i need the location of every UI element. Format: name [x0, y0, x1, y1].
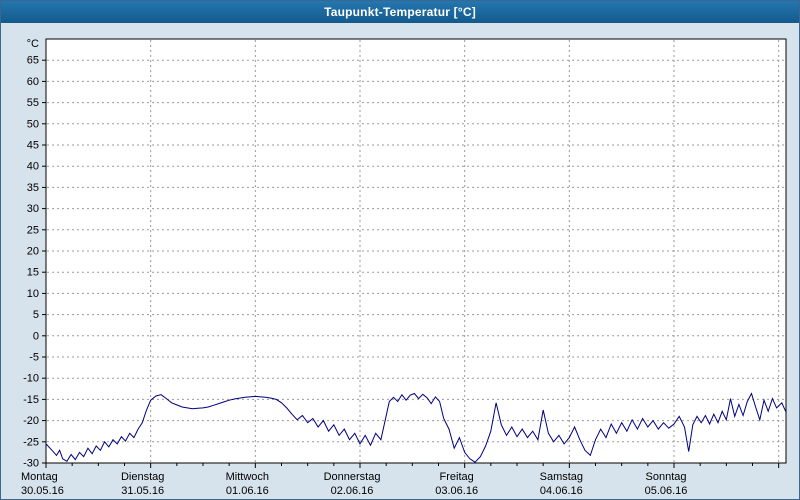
x-axis-date-label: 31.05.16	[121, 485, 164, 497]
y-axis-tick-label: -10	[23, 373, 39, 385]
x-axis-day-label: Freitag	[440, 471, 474, 483]
y-axis-tick-label: 35	[27, 182, 39, 194]
x-axis-day-label: Dienstag	[121, 471, 164, 483]
temperature-series-line	[45, 392, 787, 463]
y-axis-tick-label: -25	[23, 436, 39, 448]
x-axis-day-label: Montag	[21, 471, 58, 483]
axis-labels: 65605550454035302520151050-5-10-15-20-25…	[21, 38, 687, 497]
x-axis-day-label: Mittwoch	[226, 471, 269, 483]
x-axis-day-label: Sonntag	[646, 471, 687, 483]
y-axis-tick-label: -30	[23, 458, 39, 470]
y-axis-tick-label: 30	[27, 203, 39, 215]
x-axis-day-label: Samstag	[540, 471, 583, 483]
x-axis-day-label: Donnerstag	[324, 471, 381, 483]
y-axis-tick-label: 50	[27, 118, 39, 130]
x-axis-date-label: 03.06.16	[435, 485, 478, 497]
y-axis-tick-label: 5	[33, 309, 39, 321]
window-titlebar: Taupunkt-Temperatur [°C]	[1, 1, 799, 23]
gridlines	[47, 40, 785, 462]
y-axis-tick-label: 25	[27, 224, 39, 236]
window-title: Taupunkt-Temperatur [°C]	[324, 5, 476, 19]
axes	[42, 59, 780, 468]
x-axis-date-label: 02.06.16	[331, 485, 374, 497]
dewpoint-temperature-chart: 65605550454035302520151050-5-10-15-20-25…	[21, 38, 787, 497]
y-axis-tick-label: 0	[33, 330, 39, 342]
y-axis-tick-label: 65	[27, 55, 39, 67]
y-axis-tick-label: -15	[23, 394, 39, 406]
y-axis-tick-label: 55	[27, 97, 39, 109]
y-axis-tick-label: 60	[27, 76, 39, 88]
y-axis-tick-label: 10	[27, 288, 39, 300]
y-axis-tick-label: -20	[23, 415, 39, 427]
x-axis-date-label: 30.05.16	[21, 485, 64, 497]
y-axis-tick-label: 15	[27, 267, 39, 279]
y-axis-unit-label: °C	[27, 38, 39, 50]
y-axis-tick-label: -5	[29, 352, 39, 364]
y-axis-tick-label: 20	[27, 246, 39, 258]
x-axis-date-label: 04.06.16	[540, 485, 583, 497]
x-axis-date-label: 01.06.16	[226, 485, 269, 497]
x-axis-date-label: 05.06.16	[645, 485, 688, 497]
chart-area: 65 60 55 50 45 40 35 30 25 20 15 10 5 0 -5 -10 -15 -20 -25…	[1, 23, 799, 499]
y-axis-tick-label: 40	[27, 161, 39, 173]
y-axis-tick-label: 45	[27, 140, 39, 152]
